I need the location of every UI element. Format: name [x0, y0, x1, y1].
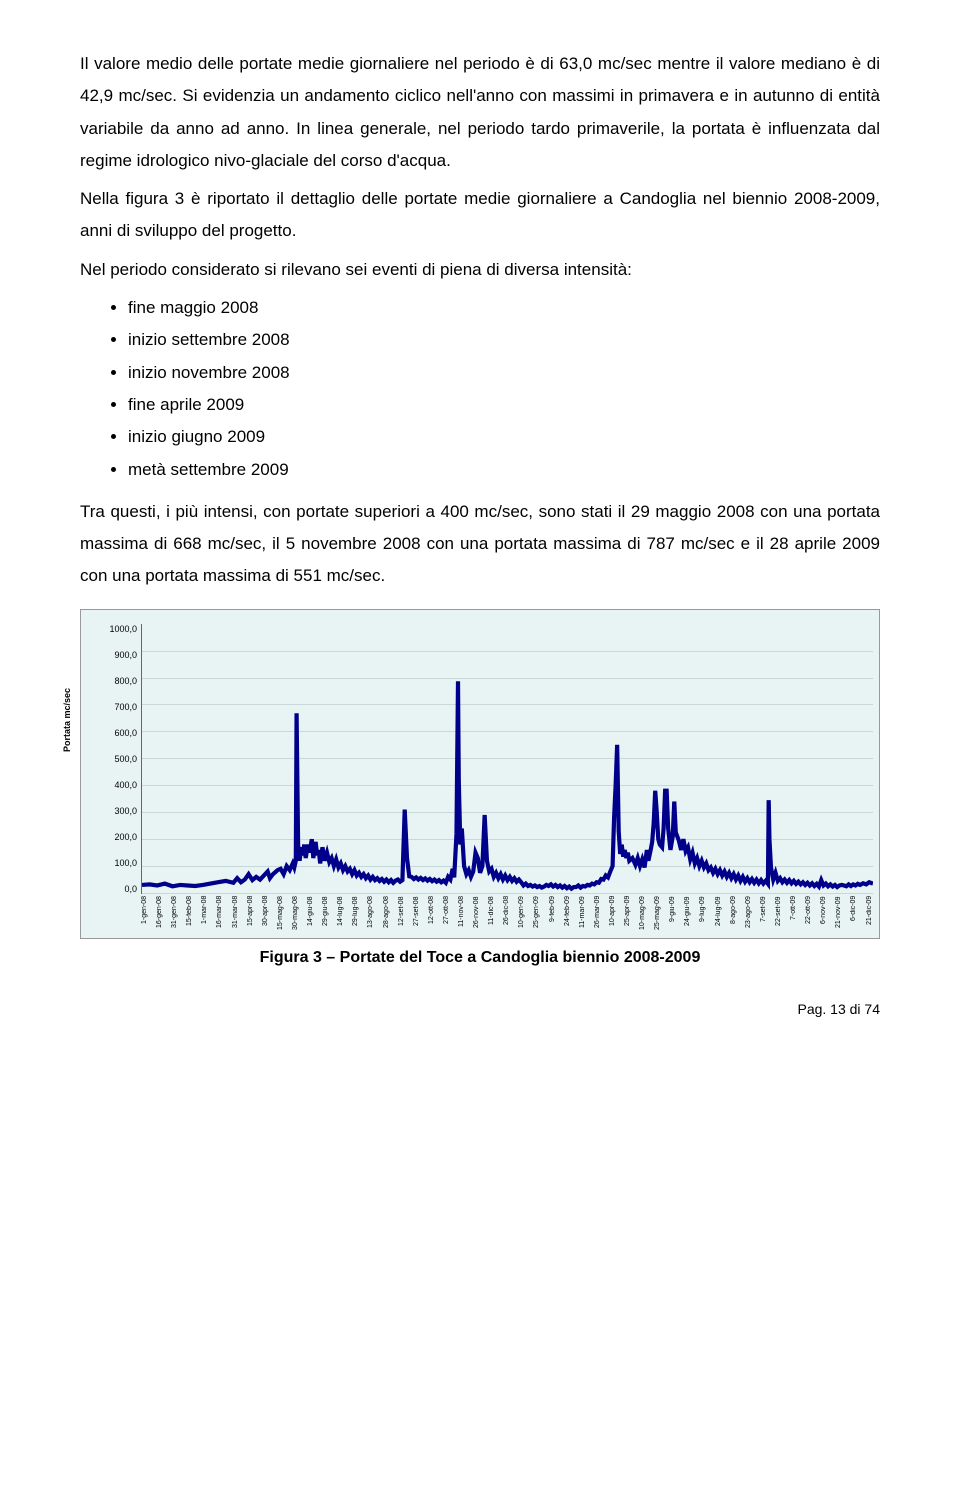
x-tick: 15-mag-08 [277, 896, 284, 930]
paragraph-3: Nel periodo considerato si rilevano sei … [80, 254, 880, 286]
x-tick: 1-mar-08 [201, 896, 208, 930]
y-tick: 800,0 [114, 676, 137, 686]
x-tick: 9-giu-09 [669, 896, 676, 930]
event-bullet-list: fine maggio 2008inizio settembre 2008ini… [80, 292, 880, 486]
x-tick: 14-lug-08 [337, 896, 344, 930]
y-tick: 700,0 [114, 702, 137, 712]
x-tick: 6-nov-09 [820, 896, 827, 930]
x-tick: 26-nov-08 [473, 896, 480, 930]
x-tick: 23-ago-09 [745, 896, 752, 930]
bullet-item: inizio giugno 2009 [128, 421, 880, 453]
x-tick: 12-set-08 [398, 896, 405, 930]
x-tick: 10-gen-09 [518, 896, 525, 930]
y-tick: 300,0 [114, 806, 137, 816]
y-tick: 200,0 [114, 832, 137, 842]
x-tick: 31-mar-08 [232, 896, 239, 930]
x-tick: 11-mar-09 [579, 896, 586, 930]
y-tick: 0,0 [124, 884, 137, 894]
x-tick: 30-mag-08 [292, 896, 299, 930]
x-tick: 13-ago-08 [367, 896, 374, 930]
x-tick: 22-ott-09 [805, 896, 812, 930]
x-tick: 12-ott-08 [428, 896, 435, 930]
x-tick: 15-feb-08 [186, 896, 193, 930]
flow-chart: Portata mc/sec 1000,0900,0800,0700,0600,… [80, 609, 880, 939]
y-tick: 900,0 [114, 650, 137, 660]
y-tick: 600,0 [114, 728, 137, 738]
x-tick: 29-giu-08 [322, 896, 329, 930]
figure-caption: Figura 3 – Portate del Toce a Candoglia … [80, 949, 880, 967]
x-tick: 21-nov-09 [835, 896, 842, 930]
x-tick: 9-lug-09 [699, 896, 706, 930]
x-tick: 26-mar-09 [594, 896, 601, 930]
x-tick: 22-set-09 [775, 896, 782, 930]
y-tick: 1000,0 [109, 624, 137, 634]
x-tick: 15-apr-08 [247, 896, 254, 930]
x-tick: 25-gen-09 [533, 896, 540, 930]
paragraph-1: Il valore medio delle portate medie gior… [80, 48, 880, 177]
y-axis-ticks: 1000,0 900,0 800,0 700,0 600,0 500,0 400,0 300,… [87, 624, 141, 894]
x-tick: 21-dic-09 [866, 896, 873, 930]
x-tick: 16-gen-08 [156, 896, 163, 930]
x-tick: 27-set-08 [413, 896, 420, 930]
plot-area [141, 624, 873, 894]
x-tick: 26-dic-08 [503, 896, 510, 930]
page-number: Pag. 13 di 74 [80, 1001, 880, 1017]
paragraph-2: Nella figura 3 è riportato il dettaglio … [80, 183, 880, 248]
x-tick: 24-giu-09 [684, 896, 691, 930]
x-tick: 31-gen-08 [171, 896, 178, 930]
x-tick: 14-giu-08 [307, 896, 314, 930]
x-tick: 27-ott-08 [443, 896, 450, 930]
x-tick: 9-feb-09 [549, 896, 556, 930]
x-tick: 10-mag-09 [639, 896, 646, 930]
x-tick: 11-dic-08 [488, 896, 495, 930]
bullet-item: fine maggio 2008 [128, 292, 880, 324]
y-tick: 400,0 [114, 780, 137, 790]
bullet-item: inizio novembre 2008 [128, 357, 880, 389]
x-axis-ticks: 1-gen-08 16-gen-08 31-gen-08 15-feb-08 1-mar… [141, 894, 873, 930]
x-tick: 29-lug-08 [352, 896, 359, 930]
x-tick: 8-ago-09 [730, 896, 737, 930]
x-tick: 11-nov-08 [458, 896, 465, 930]
grid-line [142, 893, 873, 894]
y-axis-label: Portata mc/sec [62, 688, 72, 752]
x-tick: 6-dic-09 [850, 896, 857, 930]
x-tick: 30-apr-08 [262, 896, 269, 930]
x-tick: 7-ott-09 [790, 896, 797, 930]
data-line [142, 624, 873, 893]
bullet-item: fine aprile 2009 [128, 389, 880, 421]
x-tick: 1-gen-08 [141, 896, 148, 930]
x-tick: 16-mar-08 [216, 896, 223, 930]
bullet-item: inizio settembre 2008 [128, 324, 880, 356]
x-tick: 10-apr-09 [609, 896, 616, 930]
x-tick: 28-ago-08 [383, 896, 390, 930]
bullet-item: metà settembre 2009 [128, 454, 880, 486]
paragraph-4: Tra questi, i più intensi, con portate s… [80, 496, 880, 593]
x-tick: 24-feb-09 [564, 896, 571, 930]
x-tick: 7-set-09 [760, 896, 767, 930]
x-tick: 25-mag-09 [654, 896, 661, 930]
y-tick: 100,0 [114, 858, 137, 868]
x-tick: 24-lug-09 [715, 896, 722, 930]
x-tick: 25-apr-09 [624, 896, 631, 930]
y-tick: 500,0 [114, 754, 137, 764]
